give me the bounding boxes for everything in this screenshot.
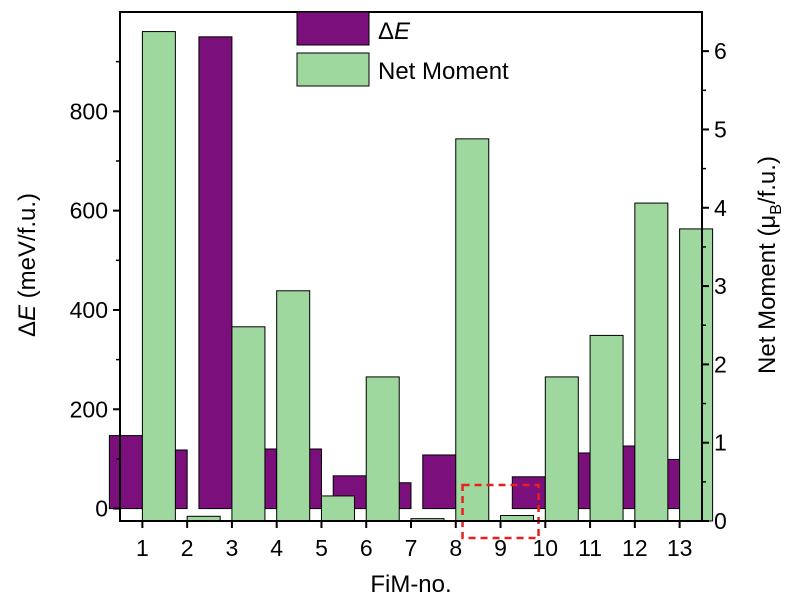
highlight-box (461, 483, 540, 540)
legend-swatch-delta-e (296, 11, 370, 46)
legend-label-delta-e: ΔE (378, 18, 411, 45)
y-left-tick-label-200: 200 (70, 396, 108, 422)
bar-net-moment-8 (455, 138, 490, 522)
x-axis-ticks: 1 2 3 4 5 6 7 8 9 10 11 12 13 (136, 521, 692, 561)
y-right-tick-label-0: 0 (714, 508, 727, 534)
y-left-tick-label-400: 400 (70, 297, 108, 323)
bar-delta-e-3 (198, 36, 233, 510)
bar-delta-e-8 (422, 454, 457, 510)
y-left-tick-label-0: 0 (95, 496, 108, 522)
y-right-tick-label-2: 2 (714, 351, 727, 377)
y-left-tick-label-600: 600 (70, 198, 108, 224)
bar-net-moment-13 (679, 228, 714, 522)
bars-net-moment-series (141, 31, 714, 522)
y-right-tick-label-1: 1 (714, 430, 727, 456)
y-right-tick-label-5: 5 (714, 116, 727, 142)
legend-label-net-moment: Net Moment (378, 58, 509, 85)
bar-net-moment-10 (544, 376, 579, 522)
legend-swatch-net-moment (296, 52, 370, 87)
y-right-tick-label-6: 6 (714, 38, 727, 64)
x-tick-label-12: 12 (622, 535, 648, 561)
y-left-axis-ticks: 0 200 400 600 800 (70, 60, 120, 522)
bar-net-moment-5 (320, 495, 355, 522)
x-tick-label-5: 5 (315, 535, 328, 561)
y-left-tick-label-800: 800 (70, 98, 108, 124)
x-tick-label-11: 11 (578, 535, 602, 561)
legend: ΔE Net Moment (296, 11, 509, 87)
bar-net-moment-4 (276, 290, 311, 522)
bar-net-moment-12 (634, 202, 669, 522)
x-tick-label-9: 9 (494, 535, 507, 561)
x-tick-label-7: 7 (405, 535, 418, 561)
x-tick-label-2: 2 (181, 535, 194, 561)
x-tick-label-13: 13 (667, 535, 693, 561)
y-left-axis-title: ΔE (meV/f.u.) (14, 193, 41, 337)
bar-net-moment-11 (589, 334, 624, 522)
bar-net-moment-6 (365, 376, 400, 522)
y-right-tick-label-4: 4 (714, 195, 727, 221)
x-tick-label-4: 4 (270, 535, 283, 561)
x-tick-label-1: 1 (136, 535, 149, 561)
bar-net-moment-1 (141, 31, 176, 522)
x-tick-label-6: 6 (360, 535, 373, 561)
bar-delta-e-10 (511, 476, 546, 510)
y-right-axis-ticks: 0 1 2 3 4 5 6 (702, 38, 727, 534)
x-tick-label-10: 10 (533, 535, 559, 561)
x-axis-title: FiM-no. (370, 571, 451, 598)
y-right-tick-label-3: 3 (714, 273, 727, 299)
x-tick-label-3: 3 (226, 535, 239, 561)
x-tick-label-8: 8 (449, 535, 462, 561)
bar-delta-e-1 (108, 435, 143, 510)
y-right-axis-title: Net Moment (μB/f.u.) (754, 156, 785, 374)
bar-net-moment-3 (231, 326, 266, 522)
